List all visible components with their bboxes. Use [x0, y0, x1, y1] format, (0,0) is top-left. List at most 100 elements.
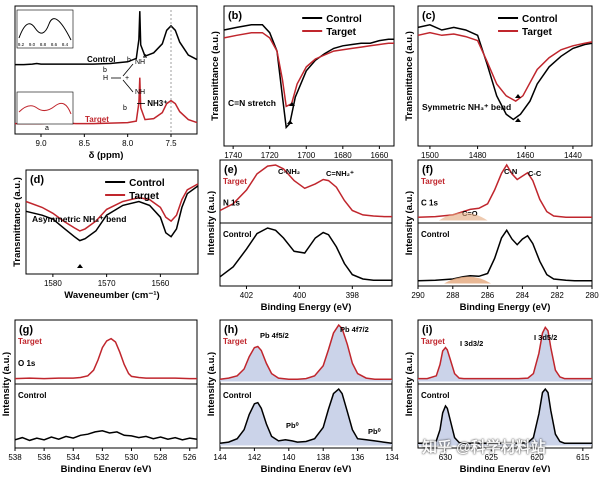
- y-axis-label-c: Transmittance (a.u.): [404, 31, 415, 121]
- annotation-symmetric-bend: Symmetric NH₃⁺ bend: [422, 102, 511, 112]
- y-axis-label-e: Intensity (a.u.): [206, 191, 217, 255]
- x-tick-label-f: 284: [516, 291, 530, 300]
- x-tick-label-a: 9.0: [35, 139, 47, 148]
- legend-label-d: Control: [129, 178, 165, 189]
- y-axis-label-i: Intensity (a.u.): [404, 352, 415, 416]
- x-tick-label-f: 280: [585, 291, 599, 300]
- annotation-pb0-left: Pb⁰: [286, 421, 300, 430]
- peak-label-b: b: [123, 105, 127, 112]
- annotation-c-n: C-N: [504, 167, 517, 176]
- x-tick-label-g: 532: [96, 453, 110, 462]
- control-label-f: Control: [421, 230, 449, 239]
- plot-frame-c: [417, 5, 593, 147]
- panel-label-b: (b): [228, 10, 242, 22]
- x-tick-label-i: 630: [439, 453, 453, 462]
- structure-label-a: a: [143, 53, 147, 60]
- core-level-label-f: C 1s: [421, 198, 438, 207]
- legend-label-b: Target: [326, 27, 356, 38]
- x-axis-label-e: Binding Energy (eV): [261, 302, 352, 313]
- annotation-c-c: C-C: [528, 169, 542, 178]
- series-label-target-a: Target: [85, 115, 109, 124]
- annotation-i-3d32: I 3d3/2: [460, 339, 483, 348]
- x-tick-label-b: 1660: [370, 151, 388, 160]
- series-line-c-target: [417, 31, 593, 102]
- series-line-g-target: [14, 337, 197, 380]
- peak-label-b-top: b: [127, 57, 131, 64]
- x-axis-label-f: Binding Energy (eV): [460, 302, 551, 313]
- panel-label-c: (c): [422, 10, 436, 22]
- panel-label-i: (i): [422, 324, 433, 336]
- x-tick-label-d: 1580: [44, 279, 62, 288]
- x-tick-label-d: 1560: [151, 279, 169, 288]
- inset-control-a: [16, 9, 74, 49]
- x-tick-label-c: 1480: [469, 151, 487, 160]
- series-fill-i-target: [418, 327, 592, 382]
- structure-bond: [122, 79, 134, 93]
- panel-i: 630 625 620 615 Binding Energy (eV) Intensity…: [404, 319, 593, 475]
- x-tick-label-f: 286: [481, 291, 495, 300]
- structure-h: H: [103, 75, 108, 82]
- peak-marker-b-control: [287, 120, 293, 124]
- series-fill-i-control: [418, 389, 592, 446]
- c-o-fill-target: [438, 212, 488, 221]
- x-tick-label-g: 526: [183, 453, 197, 462]
- x-tick-label-f: 290: [411, 291, 425, 300]
- panel-label-h: (h): [224, 324, 238, 336]
- annotation-asymmetric-bend: Asymmetric NH₃⁺ bend: [32, 214, 126, 224]
- series-line-a-target: [15, 77, 198, 125]
- target-label-e: Target: [223, 177, 247, 186]
- series-line-b-target: [223, 31, 394, 108]
- structure-nh-bottom: NH: [135, 89, 145, 96]
- x-tick-label-a: 7.5: [165, 139, 177, 148]
- series-line-h-target: [219, 323, 392, 380]
- legend-label-c: Control: [522, 14, 558, 25]
- x-tick-label-e: 398: [346, 291, 360, 300]
- target-label-f: Target: [421, 177, 445, 186]
- x-tick-label-g: 528: [154, 453, 168, 462]
- x-tick-label-b: 1700: [297, 151, 315, 160]
- series-line-b-control: [223, 24, 394, 130]
- series-line-d-control: [25, 185, 199, 242]
- legend-label-c: Target: [522, 27, 552, 38]
- x-axis-label-d: Waveneumber (cm⁻¹): [64, 290, 159, 301]
- y-axis-label-b: Transmittance (a.u.): [210, 31, 221, 121]
- c-o-fill-control: [444, 276, 492, 284]
- x-tick-label-i: 620: [530, 453, 544, 462]
- panel-d: 1580 1570 1560 Waveneumber (cm⁻¹) Transmitta…: [12, 169, 199, 301]
- panel-f: 290 288 286 284 282 280 Binding Energy (eV) Int…: [404, 159, 599, 313]
- inset-tick-a: 9.2: [18, 42, 25, 47]
- nh3-label-a: — NH3⁺: [137, 99, 167, 108]
- x-tick-label-h: 144: [213, 453, 227, 462]
- panel-b: 17401720170016801660Waveneumber (cm⁻¹)Tr…: [210, 5, 395, 173]
- x-tick-label-i: 625: [485, 453, 499, 462]
- legend-label-b: Control: [326, 14, 362, 25]
- series-line-e-target: [219, 164, 392, 218]
- x-tick-label-f: 288: [446, 291, 460, 300]
- series-fill-h-control: [220, 389, 392, 446]
- inset-tick-a: 8.4: [62, 42, 69, 47]
- x-tick-label-b: 1680: [334, 151, 352, 160]
- annotation-cn-stretch: C=N stretch: [228, 98, 276, 108]
- x-tick-label-i: 615: [576, 453, 590, 462]
- x-tick-label-e: 402: [240, 291, 254, 300]
- target-label-h: Target: [223, 337, 247, 346]
- x-axis-label-h: Binding Energy (eV): [261, 464, 352, 472]
- series-fill-h-target: [220, 325, 392, 382]
- panel-label-f: (f): [422, 164, 433, 176]
- x-tick-label-d: 1570: [98, 279, 116, 288]
- series-line-a-control: [15, 11, 198, 66]
- series-line-d-target: [25, 183, 199, 232]
- target-label-g: Target: [18, 337, 42, 346]
- x-tick-label-c: 1460: [516, 151, 534, 160]
- x-axis-label-i: Binding Energy (eV): [460, 464, 551, 472]
- y-axis-label-f: Intensity (a.u.): [404, 191, 415, 255]
- annotation-c-nh2-plus: C=NH₂⁺: [326, 169, 354, 178]
- series-line-g-control: [14, 430, 198, 442]
- panel-e: 402 400 398 Binding Energy (eV) Intensity (a…: [206, 159, 393, 313]
- panel-label-e: (e): [224, 164, 238, 176]
- legend-label-d: Target: [129, 191, 159, 202]
- x-tick-label-b: 1740: [224, 151, 242, 160]
- x-tick-label-c: 1440: [564, 151, 582, 160]
- panel-g: 538 536 534 532 530 528 526 Binding Energy (eV)…: [1, 319, 198, 475]
